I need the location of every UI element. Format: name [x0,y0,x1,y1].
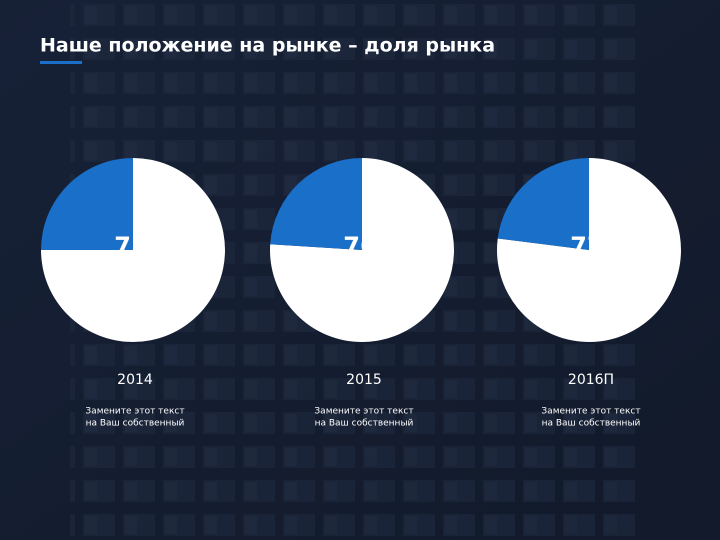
caption: на Ваш собственный [542,419,641,429]
pie-slice [497,158,589,250]
year-label: 2016П [568,372,614,388]
charts: 75 2014 Замените этот текст на Ваш собствен… [41,158,681,429]
data-label: 76 [343,232,376,260]
slide-title: Наше положение на рынке – доля рынка [40,35,495,57]
year-label: 2015 [346,372,382,388]
caption: на Ваш собственный [86,419,185,429]
pie-slice [270,158,362,250]
title-underline [40,61,82,64]
caption: Замените этот текст [314,407,413,417]
year-label: 2014 [117,372,153,388]
data-label: 77 [570,232,603,260]
caption: на Ваш собственный [315,419,414,429]
data-label: 75 [114,232,147,260]
caption: Замените этот текст [85,407,184,417]
caption: Замените этот текст [541,407,640,417]
pie-slice [41,158,133,250]
